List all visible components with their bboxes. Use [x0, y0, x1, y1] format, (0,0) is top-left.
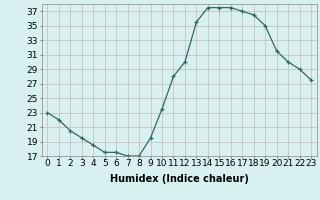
X-axis label: Humidex (Indice chaleur): Humidex (Indice chaleur)	[110, 174, 249, 184]
